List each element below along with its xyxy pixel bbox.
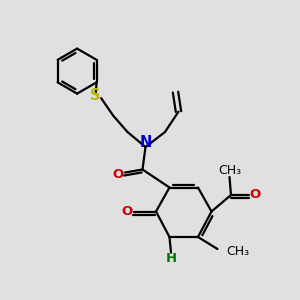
- Text: N: N: [139, 135, 152, 150]
- Text: O: O: [113, 167, 124, 181]
- Text: O: O: [121, 205, 133, 218]
- Text: S: S: [91, 88, 101, 103]
- Text: CH₃: CH₃: [218, 164, 241, 177]
- Text: CH₃: CH₃: [226, 245, 249, 258]
- Text: H: H: [165, 251, 177, 265]
- Text: O: O: [249, 188, 261, 202]
